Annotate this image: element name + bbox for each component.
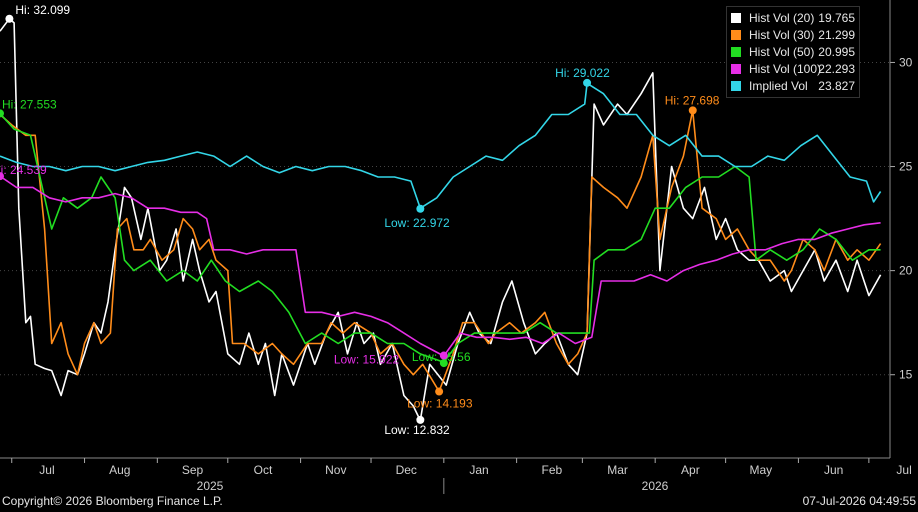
hi-marker — [0, 172, 4, 181]
hi-low-markers: Hi: 32.099 Low: 12.832 Hi: 27.698 Low: 14.1… — [0, 3, 720, 437]
legend-entry: Hist Vol (50) 20.995 — [731, 44, 855, 60]
low-annotation: Low: 12.832 — [384, 423, 450, 437]
legend-swatch — [731, 47, 741, 57]
legend-last-value: 20.995 — [818, 45, 855, 59]
y-tick-label: 25 — [899, 160, 913, 174]
series-line — [0, 109, 882, 393]
year-label: 2025 — [197, 479, 224, 493]
legend-series-name: Hist Vol (30) — [749, 28, 815, 42]
low-marker — [439, 351, 448, 360]
low-annotation: Low: 15.922 — [334, 353, 400, 367]
x-tick-label: Sep — [182, 463, 204, 477]
x-tick-label: Mar — [607, 463, 628, 477]
legend-swatch — [731, 13, 741, 23]
low-marker — [439, 359, 448, 368]
x-tick-label: Apr — [681, 463, 700, 477]
legend: Hist Vol (20) 19.765 Hist Vol (30) 21.299 Hi… — [726, 6, 860, 98]
series-line — [0, 82, 882, 209]
legend-series-name: Implied Vol — [749, 79, 808, 93]
hi-annotation: Hi: 27.553 — [2, 97, 57, 111]
x-tick-label: Jan — [469, 463, 488, 477]
series-line — [0, 17, 882, 422]
legend-swatch — [731, 64, 741, 74]
legend-swatch — [731, 30, 741, 40]
x-axis: Jul Aug Sep Oct Nov Dec Jan Feb Mar Apr May Jun Jul 2… — [0, 457, 912, 494]
legend-entry: Hist Vol (20) 19.765 — [731, 10, 855, 26]
series-lines — [0, 17, 882, 422]
legend-swatch — [731, 81, 741, 91]
copyright-text: Copyright© 2026 Bloomberg Finance L.P. — [2, 494, 223, 508]
legend-last-value: 22.293 — [818, 62, 855, 76]
x-tick-label: May — [750, 463, 773, 477]
hi-marker — [0, 109, 4, 118]
legend-last-value: 21.299 — [818, 28, 855, 42]
legend-series-name: Hist Vol (20) — [749, 11, 815, 25]
hi-marker — [5, 14, 14, 23]
legend-last-value: 19.765 — [818, 11, 855, 25]
low-annotation: Low: 22.972 — [384, 216, 450, 230]
legend-entry: Hist Vol (100) 22.293 — [731, 61, 855, 77]
low-marker — [435, 387, 444, 396]
x-tick-label: Jul — [896, 463, 911, 477]
hi-annotation: Hi: 29.022 — [555, 66, 610, 80]
hi-annotation: Hi: 32.099 — [15, 3, 70, 17]
hi-annotation: Hi: 27.698 — [665, 93, 720, 107]
legend-series-name: Hist Vol (50) — [749, 45, 815, 59]
hi-annotation: Hi: 24.539 — [0, 163, 47, 177]
low-marker — [416, 204, 425, 213]
x-tick-label: Feb — [542, 463, 563, 477]
y-tick-label: 20 — [899, 264, 913, 278]
legend-last-value: 23.827 — [818, 79, 855, 93]
hi-marker — [583, 78, 592, 87]
series-line — [0, 175, 881, 357]
x-tick-label: Aug — [109, 463, 130, 477]
hi-marker — [688, 106, 697, 115]
y-tick-label: 15 — [899, 368, 913, 382]
x-tick-label: Jul — [39, 463, 54, 477]
x-tick-label: Jun — [824, 463, 843, 477]
y-tick-label: 30 — [899, 55, 913, 69]
legend-series-name: Hist Vol (100) — [749, 62, 822, 76]
x-tick-label: Nov — [325, 463, 346, 477]
legend-entry: Implied Vol 23.827 — [731, 78, 855, 94]
low-annotation: Low: 14.193 — [407, 397, 473, 411]
x-tick-label: Dec — [396, 463, 417, 477]
y-axis: 15 20 25 30 — [889, 0, 913, 458]
timestamp-text: 07-Jul-2026 04:49:55 — [802, 494, 916, 508]
series-line — [0, 112, 881, 364]
low-marker — [416, 415, 425, 424]
year-label: 2026 — [642, 479, 669, 493]
x-tick-label: Oct — [254, 463, 273, 477]
legend-entry: Hist Vol (30) 21.299 — [731, 27, 855, 43]
